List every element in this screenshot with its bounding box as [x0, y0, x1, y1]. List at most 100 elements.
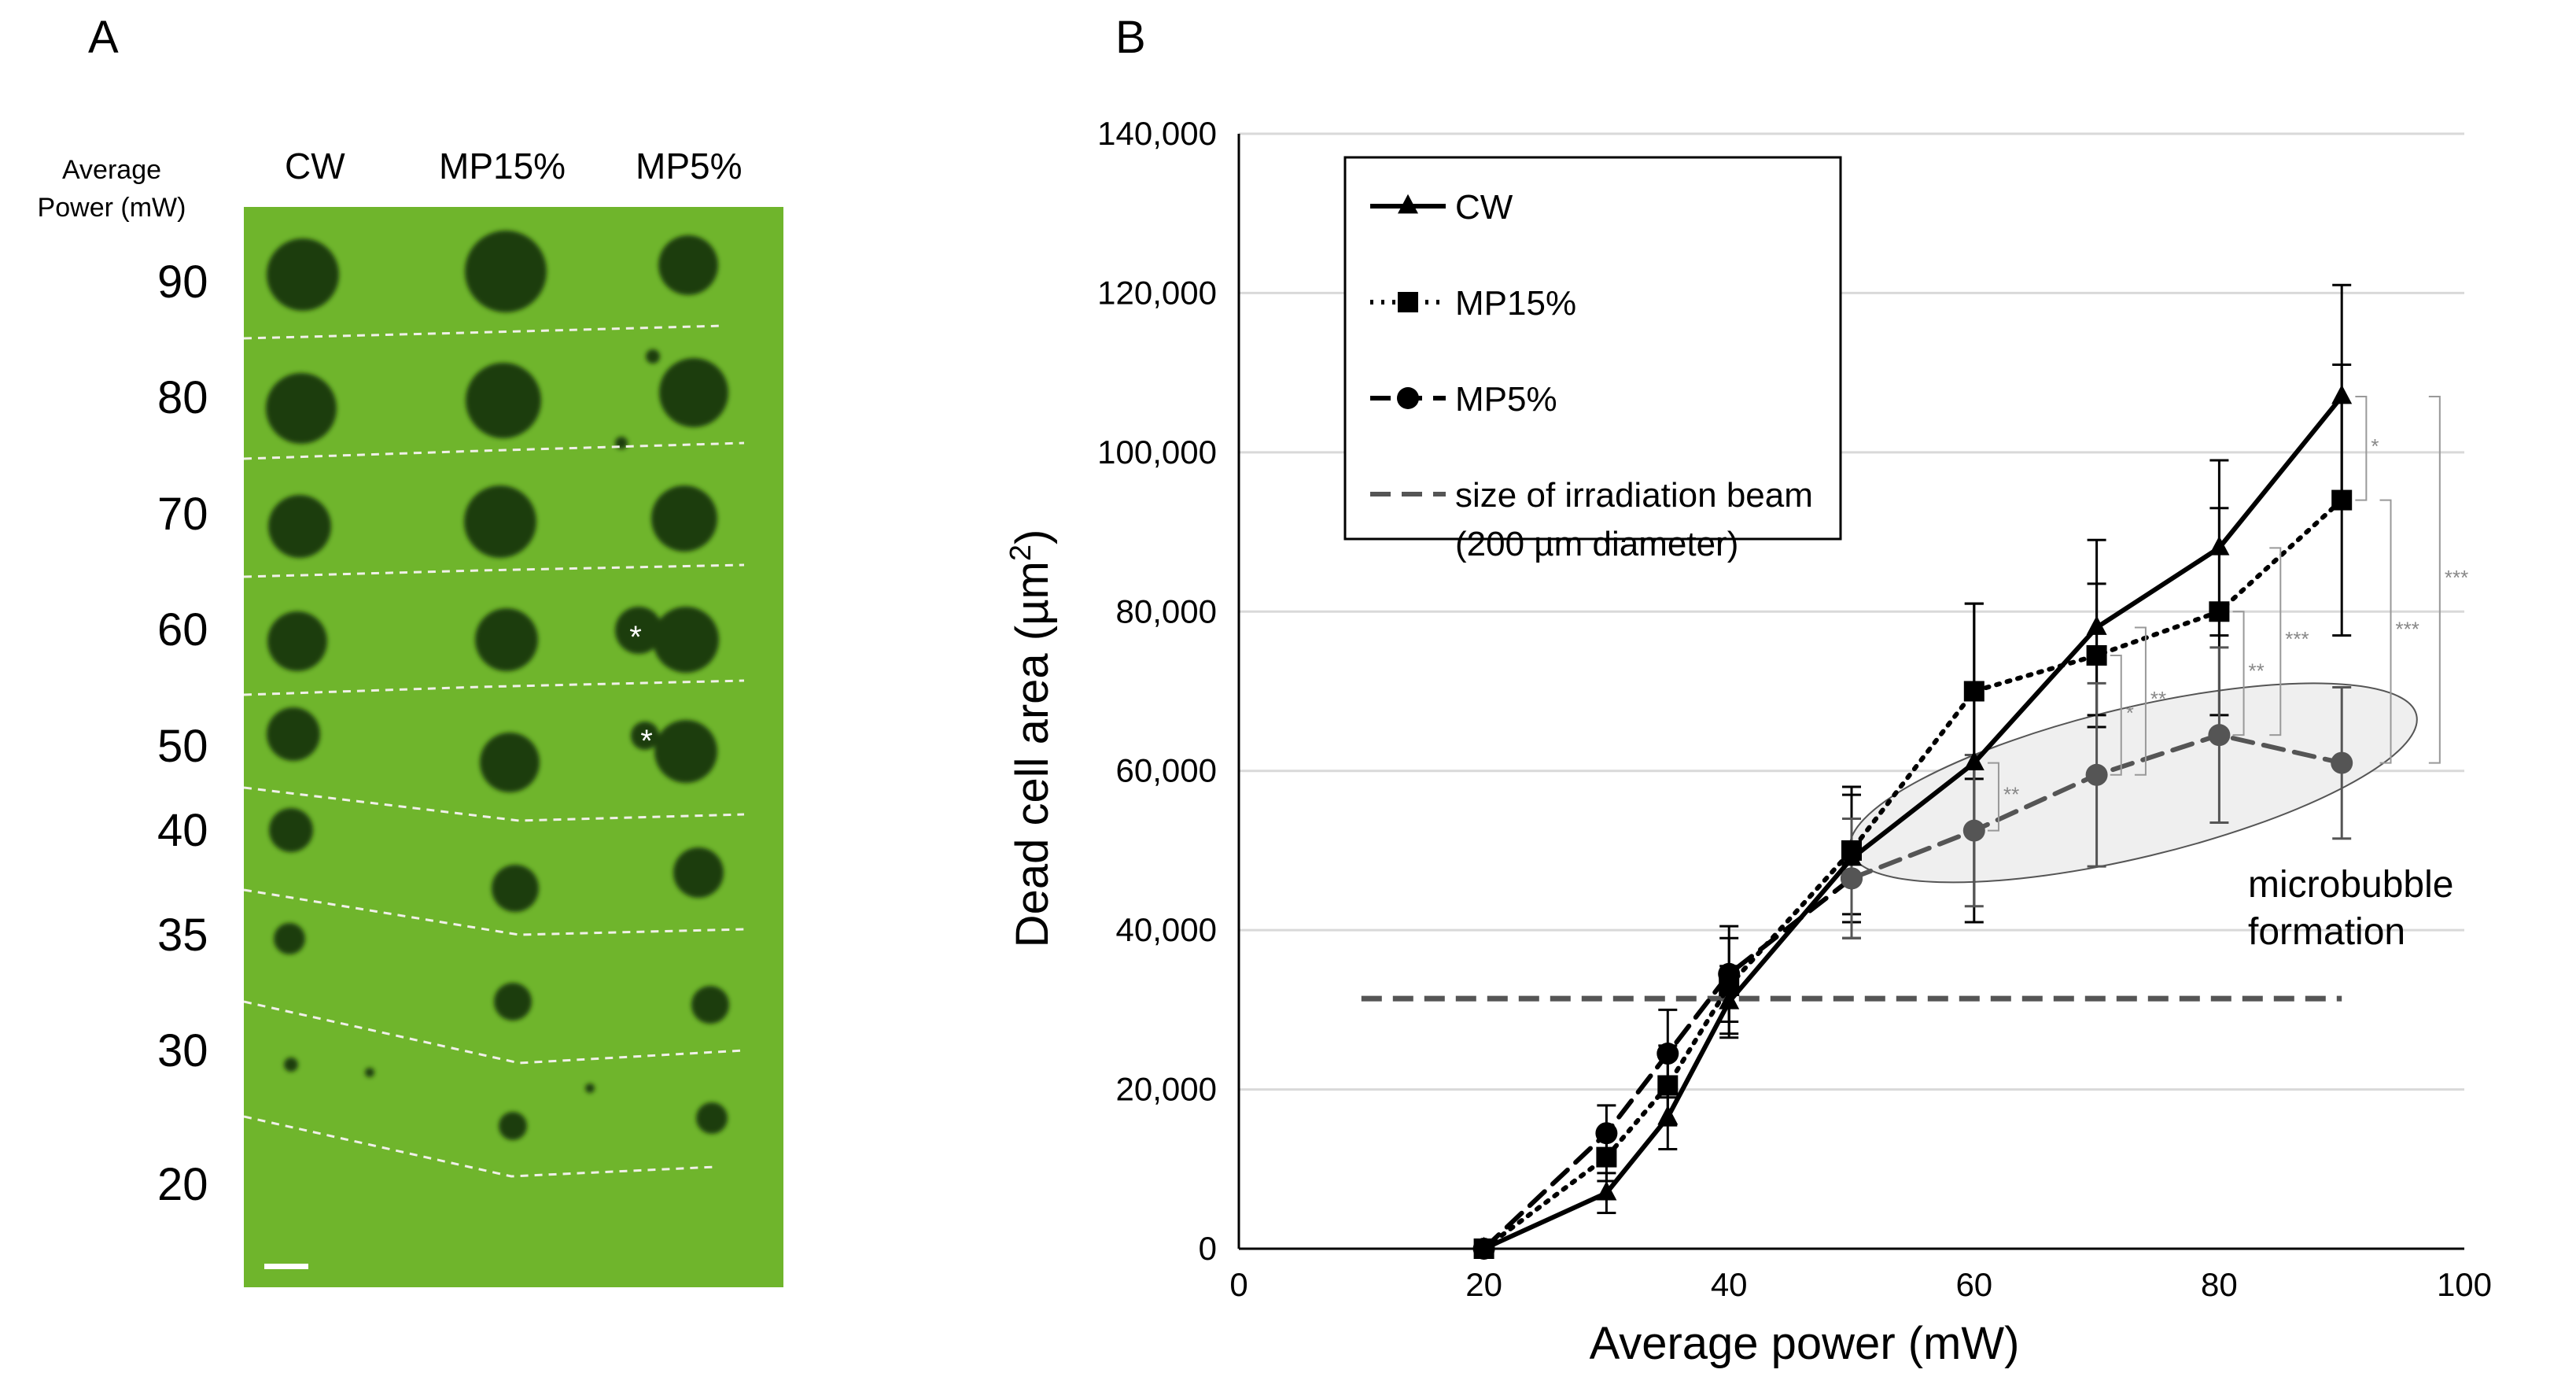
spot-90-mp5: [658, 235, 718, 295]
scale-bar: [264, 1264, 308, 1269]
row-label-50: 50: [157, 721, 208, 772]
power-header-line1: Average: [61, 155, 162, 185]
y-tick-label-40000: 40,000: [1116, 911, 1217, 948]
significance-label-5: *: [2371, 434, 2379, 458]
point-0-60: [1963, 751, 1985, 770]
spot-60-mp15: [475, 608, 538, 671]
y-tick-label-120000: 120,000: [1097, 274, 1217, 311]
significance-label-6: ***: [2396, 618, 2419, 641]
point-3-80: [2208, 724, 2231, 747]
point-3-70: [2085, 763, 2108, 786]
point-3-60: [1962, 819, 1985, 842]
y-tick-label-80000: 80,000: [1116, 592, 1217, 629]
row-label-70: 70: [157, 489, 208, 540]
spot-60-mp5: [653, 607, 719, 673]
spot-35-mp5: [691, 986, 729, 1024]
significance-bracket-0: [1987, 762, 1999, 832]
legend-label-0: CW: [1455, 188, 1513, 227]
point-1-90: [2331, 489, 2353, 511]
legend-label-3: size of irradiation beam: [1455, 476, 1813, 515]
annotation-microbubble-line2: formation: [2248, 911, 2405, 953]
significance-label-3: **: [2249, 659, 2265, 683]
spot-30-mp5: [696, 1102, 728, 1134]
spot-50-mp15: [480, 733, 540, 792]
panel-b-letter: B: [1115, 12, 1146, 63]
x-tick-label-60: 60: [1955, 1266, 1992, 1303]
spot-30-mp15: [499, 1112, 527, 1140]
separator-80-70: [244, 441, 745, 460]
legend-marker-0: [1398, 194, 1418, 214]
asterisk-50-mp5: *: [640, 724, 653, 759]
point-2-35: [1657, 1043, 1679, 1065]
significance-label-7: ***: [2445, 566, 2468, 589]
point-3-50: [1841, 867, 1863, 890]
significance-bracket-2: [2134, 626, 2147, 776]
x-tick-label-100: 100: [2437, 1266, 2492, 1303]
row-label-30: 30: [157, 1025, 208, 1076]
point-1-30: [1596, 1146, 1617, 1168]
row-label-35: 35: [157, 910, 208, 961]
legend-marker-1: [1398, 292, 1418, 312]
y-tick-label-140000: 140,000: [1097, 115, 1217, 152]
row-label-90: 90: [157, 257, 208, 308]
significance-bracket-4: [2269, 547, 2282, 736]
row-label-80: 80: [157, 372, 208, 423]
spot-80-mp15: [466, 363, 541, 438]
row-label-40: 40: [157, 805, 208, 856]
column-header-cw: CW: [285, 146, 345, 186]
point-2-30: [1595, 1122, 1618, 1145]
x-tick-label-80: 80: [2201, 1266, 2238, 1303]
significance-bracket-6: [2379, 499, 2392, 764]
point-1-35: [1657, 1075, 1679, 1096]
debris-4: [585, 1083, 595, 1093]
significance-label-4: ***: [2285, 627, 2309, 651]
asterisk-60-mp5: *: [629, 620, 642, 655]
y-axis-title: Dead cell area (µm2): [1004, 530, 1058, 948]
y-tick-label-60000: 60,000: [1116, 752, 1217, 789]
significance-label-1: *: [2126, 701, 2134, 725]
x-axis-title: Average power (mW): [1590, 1318, 2020, 1369]
spot-50-mp5: [654, 720, 717, 783]
separator-60-50: [244, 679, 745, 696]
significance-bracket-1: [2110, 654, 2122, 776]
separator-40-35: [244, 888, 745, 936]
column-header-mp15: MP15%: [439, 146, 566, 186]
spot-80-cw: [266, 373, 337, 444]
significance-label-0: **: [2003, 783, 2019, 807]
point-0-35: [1657, 1105, 1679, 1125]
spot-50-mp5-bubble: [631, 722, 659, 750]
dead-cell-area-chart: 0 20,000 40,000 60,000 80,000 100,000 120,000 1…: [1004, 115, 2492, 1369]
spot-40-mp5: [673, 847, 724, 898]
spot-30-cw: [284, 1058, 298, 1072]
y-tick-label-0: 0: [1199, 1230, 1217, 1267]
legend-label-1: MP15%: [1455, 284, 1576, 323]
spot-90-mp15: [465, 231, 547, 312]
separator-35-30: [244, 1000, 745, 1065]
column-header-mp5: MP5%: [636, 146, 743, 186]
annotation-microbubble-line1: microbubble: [2248, 864, 2453, 906]
point-1-80: [2209, 601, 2230, 622]
row-label-20: 20: [157, 1159, 208, 1210]
legend-label2-3: (200 µm diameter): [1455, 525, 1738, 563]
spot-40-cw: [269, 808, 313, 852]
point-0-30: [1596, 1180, 1617, 1201]
point-2-40: [1718, 962, 1741, 985]
spot-60-cw: [267, 611, 327, 671]
legend-label-2: MP5%: [1455, 380, 1557, 419]
point-0-90: [2331, 384, 2353, 404]
significance-bracket-7: [2428, 396, 2441, 764]
legend-marker-2: [1397, 387, 1419, 409]
panel-a-letter: A: [88, 12, 119, 63]
power-header: Average Power (mW): [17, 151, 206, 227]
point-1-50: [1841, 840, 1862, 861]
point-1-70: [2086, 644, 2107, 666]
separator-70-60: [244, 563, 745, 578]
x-tick-label-0: 0: [1229, 1266, 1247, 1303]
point-1-60: [1963, 681, 1985, 702]
point-0-70: [2086, 615, 2107, 635]
significance-bracket-3: [2232, 611, 2245, 736]
separator-90-80: [244, 324, 724, 340]
significance-bracket-5: [2355, 396, 2368, 501]
separator-50-40: [244, 786, 745, 822]
debris-3: [365, 1068, 374, 1077]
